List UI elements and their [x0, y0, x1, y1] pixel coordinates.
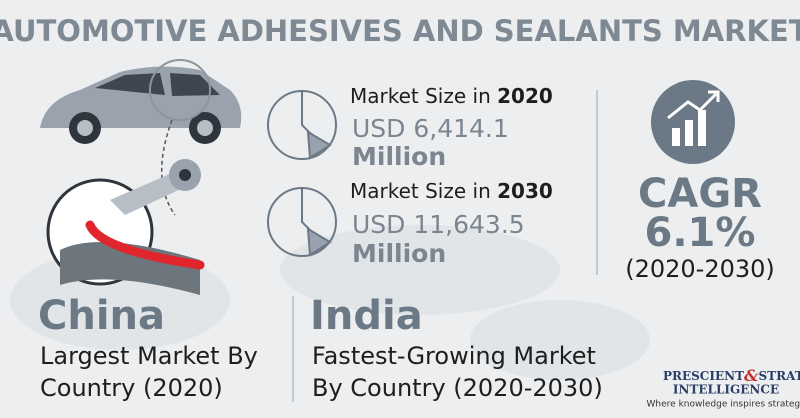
logo-line: INTELLIGENCE: [673, 383, 779, 397]
logo-line: PRESCIENT&STRATEGIC: [663, 366, 800, 385]
stat-year: 2030: [497, 179, 553, 203]
cagr-value: 6.1%: [645, 210, 756, 256]
logo-word: PRESCIENT: [663, 369, 744, 383]
adhesive-illustration: [46, 159, 205, 295]
stat-value: USD 11,643.5: [352, 210, 525, 239]
stat-unit: Million: [352, 142, 446, 171]
title: AUTOMOTIVE ADHESIVES AND SEALANTS MARKET: [0, 14, 800, 48]
stat-value: USD 6,414.1: [352, 114, 509, 143]
logo-amp: &: [744, 366, 759, 385]
cagr-icon: [651, 80, 735, 164]
stat-label: Market Size in 2020: [350, 84, 553, 108]
logo-word: STRATEGIC: [758, 369, 800, 383]
car-illustration: [40, 59, 242, 216]
region-name: China: [38, 293, 165, 339]
pie-icons: [267, 90, 337, 257]
cagr-label: CAGR: [638, 171, 762, 217]
logo-tagline: Where knowledge inspires strategy: [647, 400, 800, 410]
region-text: Country (2020): [40, 374, 223, 402]
region-text: By Country (2020-2030): [312, 374, 603, 402]
stat-unit: Million: [352, 239, 446, 268]
stat-label-text: Market Size in: [350, 179, 497, 203]
region-name: India: [310, 293, 423, 339]
stat-label: Market Size in 2030: [350, 179, 553, 203]
region-text: Largest Market By: [40, 342, 258, 370]
cagr-period: (2020-2030): [625, 255, 775, 283]
stat-label-text: Market Size in: [350, 84, 497, 108]
stat-year: 2020: [497, 84, 553, 108]
region-text: Fastest-Growing Market: [312, 342, 596, 370]
